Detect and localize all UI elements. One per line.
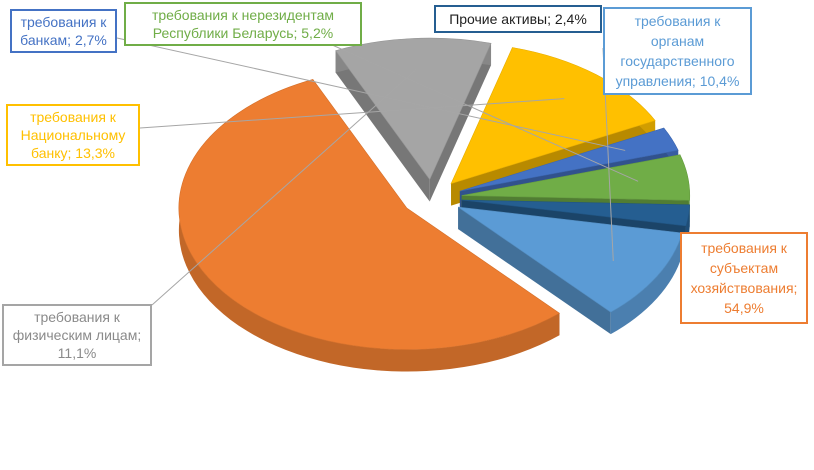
data-label-other-assets: Прочие активы; 2,4% [434, 5, 602, 33]
leader-line [116, 37, 626, 151]
data-label-nonresidents: требования к нерезидентам Республики Бел… [124, 2, 362, 46]
slice-enterprises-wall [178, 79, 560, 372]
slice-enterprises [178, 79, 561, 372]
slice-enterprises-top [178, 79, 561, 350]
data-label-enterprises: требования к субъектам хозяйствования; 5… [680, 232, 808, 324]
slice-government [457, 206, 683, 335]
slice-individuals-side [429, 43, 492, 202]
slice-government-side [458, 207, 611, 335]
slice-government-wall [610, 233, 683, 335]
leader-line [329, 43, 639, 182]
data-label-individuals: требования к физическим лицам; 11,1% [2, 304, 152, 366]
leader-line [151, 69, 417, 306]
data-label-government: требования к органам государственного уп… [603, 7, 752, 95]
slice-banks-top [459, 127, 679, 192]
slice-nonresidents-top [461, 154, 690, 201]
leader-line [139, 98, 565, 129]
data-label-national-bank: требования к Национальному банку; 13,3% [6, 104, 140, 166]
slice-individuals-side [335, 50, 430, 202]
slice-other-assets-top [461, 199, 691, 227]
data-label-banks: требования к банкам; 2,7% [10, 9, 117, 53]
